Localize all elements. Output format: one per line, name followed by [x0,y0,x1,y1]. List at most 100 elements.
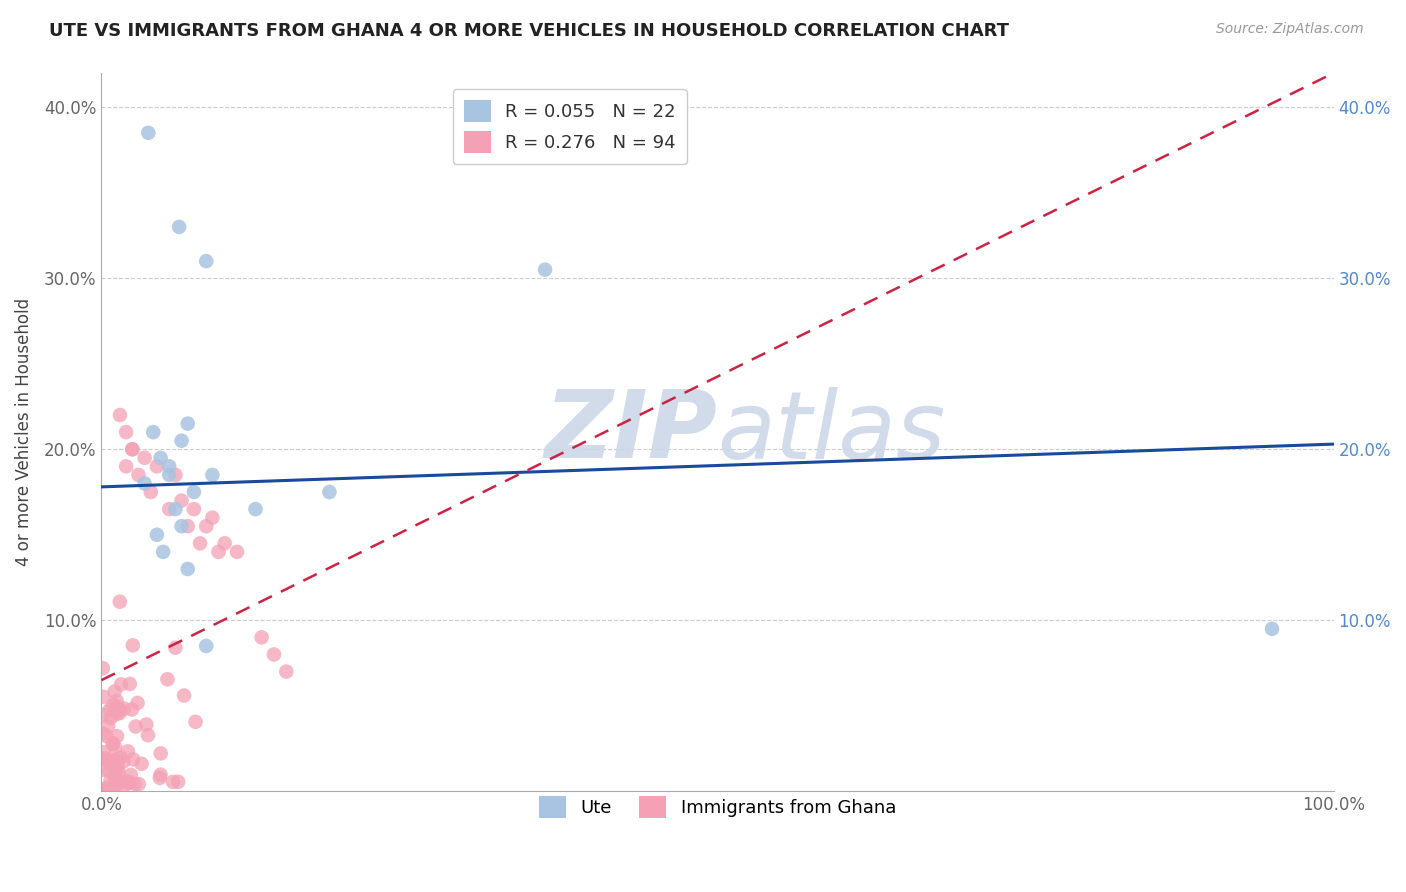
Legend: Ute, Immigrants from Ghana: Ute, Immigrants from Ghana [531,789,903,825]
Point [127,696,149,710]
Point [121,702,143,716]
Point [104,684,127,698]
Point [173,689,195,703]
Text: ZIP: ZIP [544,386,717,478]
Point [146,528,169,542]
Point [110,677,132,691]
Point [105,729,128,743]
Point [104,740,127,755]
Point [177,519,200,533]
Point [93,745,115,759]
Point [105,752,128,766]
Point [149,747,172,761]
Point [195,519,218,533]
Point [184,714,207,729]
Point [245,502,267,516]
Point [108,595,131,609]
Point [195,639,218,653]
Point [195,254,218,268]
Point [276,665,298,679]
Point [98,764,121,779]
Point [96,753,118,767]
Point [108,702,131,716]
Point [263,648,285,662]
Point [157,467,180,482]
Point [157,459,180,474]
Point [121,442,143,457]
Point [105,694,128,708]
Point [177,417,200,431]
Point [183,485,205,500]
Point [318,485,340,500]
Point [136,126,159,140]
Point [214,536,236,550]
Point [142,425,165,439]
Point [91,726,114,740]
Point [124,719,146,733]
Point [128,777,150,791]
Point [107,766,129,780]
Point [93,690,115,704]
Point [149,767,172,781]
Point [98,756,121,771]
Text: UTE VS IMMIGRANTS FROM GHANA 4 OR MORE VEHICLES IN HOUSEHOLD CORRELATION CHART: UTE VS IMMIGRANTS FROM GHANA 4 OR MORE V… [49,22,1010,40]
Point [118,775,141,789]
Point [534,262,557,277]
Point [165,640,187,655]
Point [112,755,135,769]
Point [121,442,143,457]
Point [107,756,129,770]
Point [110,750,132,764]
Y-axis label: 4 or more Vehicles in Household: 4 or more Vehicles in Household [15,298,32,566]
Point [122,752,145,766]
Point [120,768,142,782]
Point [117,744,139,758]
Point [127,467,149,482]
Point [167,219,190,234]
Point [96,780,118,795]
Point [91,763,114,777]
Point [124,777,146,791]
Point [1261,622,1284,636]
Point [226,545,249,559]
Point [146,459,169,474]
Point [177,562,200,576]
Point [170,493,193,508]
Point [105,706,128,721]
Point [97,782,120,797]
Point [101,736,124,750]
Point [107,762,129,776]
Point [207,545,229,559]
Point [162,775,184,789]
Point [134,476,156,491]
Point [135,717,157,731]
Point [105,699,128,714]
Point [100,772,122,787]
Point [201,510,224,524]
Point [118,776,141,790]
Point [115,774,138,789]
Point [107,777,129,791]
Point [101,781,124,796]
Point [121,639,143,653]
Point [101,698,124,713]
Point [183,502,205,516]
Point [97,719,120,733]
Point [104,765,127,780]
Text: atlas: atlas [717,386,946,477]
Point [115,425,138,439]
Point [156,673,179,687]
Point [108,706,131,720]
Point [115,459,138,474]
Point [134,450,156,465]
Point [101,737,124,751]
Point [96,729,118,743]
Point [165,502,187,516]
Point [91,707,114,722]
Point [149,450,172,465]
Point [188,536,211,550]
Point [94,751,117,765]
Point [170,434,193,448]
Point [103,754,125,768]
Point [165,467,187,482]
